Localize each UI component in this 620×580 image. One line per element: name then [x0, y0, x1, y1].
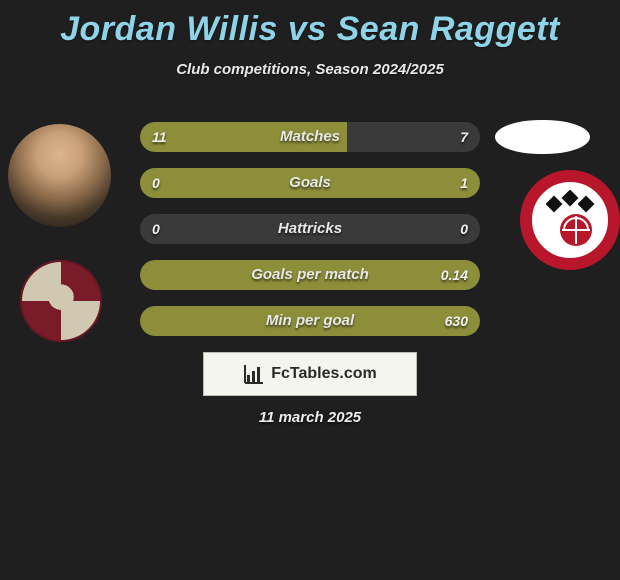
bar-value-right: 0.14: [441, 260, 468, 290]
player-right-avatar: [495, 120, 590, 154]
bar-chart-icon: [243, 363, 265, 385]
club-crest-left: [20, 260, 102, 342]
bar-label: Matches: [140, 122, 480, 152]
comparison-bars: Matches117Goals01Hattricks00Goals per ma…: [140, 122, 480, 352]
bar-label: Hattricks: [140, 214, 480, 244]
bar-value-left: 11: [152, 122, 167, 152]
stat-bar: Goals0 1: [140, 168, 480, 198]
bar-label: Min per goal: [140, 306, 480, 336]
bar-value-left: 0: [152, 168, 160, 198]
stat-bar: Matches11 7: [140, 122, 480, 152]
player-left-avatar: [8, 124, 111, 227]
bar-label: Goals: [140, 168, 480, 198]
logo-text: FcTables.com: [271, 365, 377, 383]
bar-value-right: 0: [460, 214, 468, 244]
bar-value-right: 1: [460, 168, 468, 198]
stat-bar: Hattricks0 0: [140, 214, 480, 244]
fctables-logo: FcTables.com: [203, 352, 417, 396]
bar-value-left: 0: [152, 214, 160, 244]
bar-label: Goals per match: [140, 260, 480, 290]
bar-value-right: 630: [445, 306, 468, 336]
bar-value-right: 7: [460, 122, 468, 152]
stat-bar: Min per goal630: [140, 306, 480, 336]
page-title: Jordan Willis vs Sean Raggett: [0, 0, 620, 49]
date-text: 11 march 2025: [0, 409, 620, 426]
stat-bar: Goals per match0.14: [140, 260, 480, 290]
subtitle: Club competitions, Season 2024/2025: [0, 61, 620, 78]
club-crest-right-emblem: [540, 190, 600, 250]
